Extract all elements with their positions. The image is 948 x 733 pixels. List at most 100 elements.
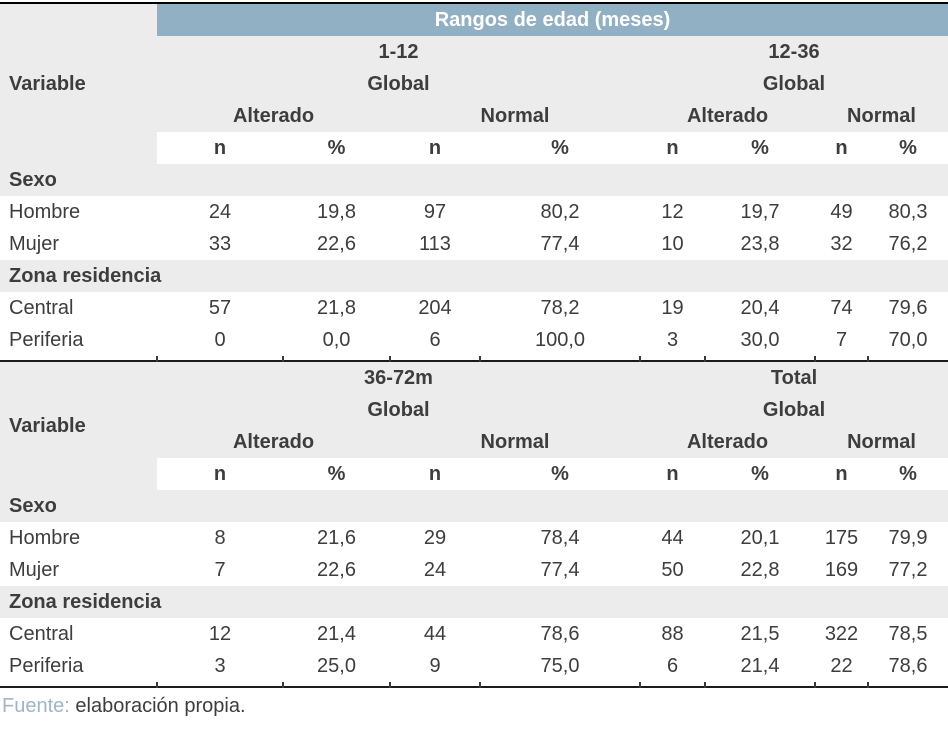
data-cell: 70,0 <box>868 324 948 356</box>
alterado-header: Alterado <box>640 426 815 458</box>
section-zona-residencia: Zona residencia <box>0 260 948 292</box>
n-pct-row: n % n % n % n % <box>0 458 948 490</box>
source-label: Fuente: <box>2 695 70 717</box>
data-cell: 7 <box>157 554 283 586</box>
data-cell: 22 <box>815 650 868 682</box>
data-cell: 77,2 <box>868 554 948 586</box>
n-pct-row: n % n % n % n % <box>0 132 948 164</box>
data-cell: 175 <box>815 522 868 554</box>
data-cell: 79,6 <box>868 292 948 324</box>
section-sexo: Sexo <box>0 490 948 522</box>
row-label: Periferia <box>0 650 157 682</box>
data-cell: 0,0 <box>283 324 390 356</box>
section-zona-residencia: Zona residencia <box>0 586 948 618</box>
pct-header: % <box>705 132 815 164</box>
section-label: Sexo <box>0 164 948 196</box>
data-cell: 33 <box>157 228 283 260</box>
global-row: Global Global <box>0 68 948 100</box>
banner-row: Variable Rangos de edad (meses) <box>0 3 948 164</box>
variable-header: Variable <box>0 3 157 164</box>
data-cell: 20,4 <box>705 292 815 324</box>
column-ticks <box>0 356 948 361</box>
table-row-hombre: Hombre 8 21,6 29 78,4 44 20,1 175 79,9 <box>0 522 948 554</box>
row-label: Periferia <box>0 324 157 356</box>
data-cell: 29 <box>390 522 480 554</box>
data-cell: 49 <box>815 196 868 228</box>
data-cell: 113 <box>390 228 480 260</box>
data-cell: 80,3 <box>868 196 948 228</box>
data-cell: 78,2 <box>480 292 640 324</box>
data-cell: 78,4 <box>480 522 640 554</box>
normal-header: Normal <box>815 100 948 132</box>
data-cell: 76,2 <box>868 228 948 260</box>
row-label: Hombre <box>0 196 157 228</box>
data-cell: 19,8 <box>283 196 390 228</box>
pct-header: % <box>283 132 390 164</box>
data-cell: 22,6 <box>283 554 390 586</box>
normal-header: Normal <box>390 426 640 458</box>
data-cell: 7 <box>815 324 868 356</box>
pct-header: % <box>480 458 640 490</box>
pct-header: % <box>868 132 948 164</box>
data-cell: 25,0 <box>283 650 390 682</box>
alterado-header: Alterado <box>157 100 390 132</box>
row-label: Central <box>0 292 157 324</box>
global-header: Global <box>640 68 948 100</box>
data-cell: 12 <box>157 618 283 650</box>
table-row-mujer: Mujer 7 22,6 24 77,4 50 22,8 169 77,2 <box>0 554 948 586</box>
data-cell: 97 <box>390 196 480 228</box>
pct-header: % <box>705 458 815 490</box>
data-cell: 78,5 <box>868 618 948 650</box>
row-label: Central <box>0 618 157 650</box>
row-label: Hombre <box>0 522 157 554</box>
data-cell: 3 <box>640 324 705 356</box>
n-header: n <box>815 458 868 490</box>
data-cell: 204 <box>390 292 480 324</box>
table-row-central: Central 12 21,4 44 78,6 88 21,5 322 78,5 <box>0 618 948 650</box>
data-cell: 75,0 <box>480 650 640 682</box>
data-cell: 100,0 <box>480 324 640 356</box>
data-cell: 88 <box>640 618 705 650</box>
data-cell: 44 <box>640 522 705 554</box>
data-cell: 79,9 <box>868 522 948 554</box>
range-1-12-header: 1-12 <box>157 36 640 68</box>
data-cell: 57 <box>157 292 283 324</box>
data-cell: 50 <box>640 554 705 586</box>
data-cell: 44 <box>390 618 480 650</box>
table-row-hombre: Hombre 24 19,8 97 80,2 12 19,7 49 80,3 <box>0 196 948 228</box>
data-cell: 0 <box>157 324 283 356</box>
data-cell: 12 <box>640 196 705 228</box>
data-cell: 6 <box>390 324 480 356</box>
data-cell: 21,6 <box>283 522 390 554</box>
pct-header: % <box>480 132 640 164</box>
data-cell: 3 <box>157 650 283 682</box>
data-cell: 19,7 <box>705 196 815 228</box>
alterado-header: Alterado <box>157 426 390 458</box>
data-cell: 24 <box>390 554 480 586</box>
n-header: n <box>390 458 480 490</box>
pct-header: % <box>868 458 948 490</box>
data-cell: 30,0 <box>705 324 815 356</box>
n-header: n <box>640 132 705 164</box>
section-sexo: Sexo <box>0 164 948 196</box>
row-label: Mujer <box>0 228 157 260</box>
n-header: n <box>157 458 283 490</box>
table-row-periferia: Periferia 3 25,0 9 75,0 6 21,4 22 78,6 <box>0 650 948 682</box>
data-cell: 21,4 <box>705 650 815 682</box>
range-12-36-header: 12-36 <box>640 36 948 68</box>
column-ticks <box>0 682 948 687</box>
table-row-periferia: Periferia 0 0,0 6 100,0 3 30,0 7 70,0 <box>0 324 948 356</box>
table-row-central: Central 57 21,8 204 78,2 19 20,4 74 79,6 <box>0 292 948 324</box>
data-cell: 322 <box>815 618 868 650</box>
age-range-table-lower: Variable 36-72m Total Global Global Alte… <box>0 362 948 688</box>
age-range-row: Variable 36-72m Total <box>0 362 948 490</box>
data-cell: 169 <box>815 554 868 586</box>
data-cell: 77,4 <box>480 554 640 586</box>
data-cell: 19 <box>640 292 705 324</box>
data-cell: 21,5 <box>705 618 815 650</box>
normal-header: Normal <box>390 100 640 132</box>
alterado-header: Alterado <box>640 100 815 132</box>
age-range-table-upper: Variable Rangos de edad (meses) 1-12 12-… <box>0 2 948 362</box>
data-cell: 22,6 <box>283 228 390 260</box>
status-row: Alterado Normal Alterado Normal <box>0 426 948 458</box>
